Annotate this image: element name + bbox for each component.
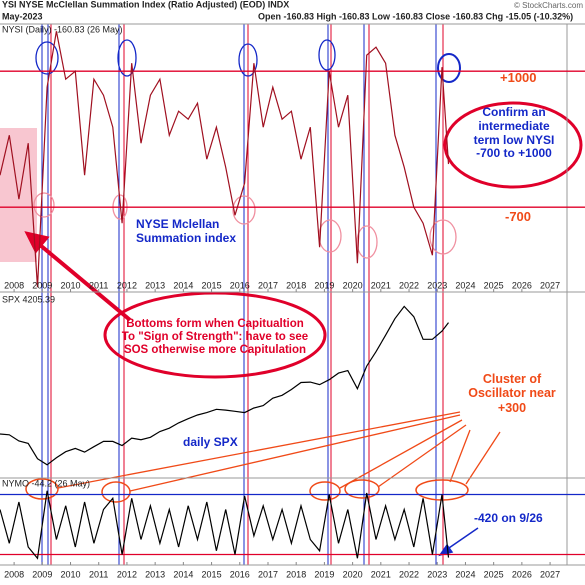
panel-label: SPX 4205.39 <box>2 294 55 304</box>
series-line <box>0 305 449 466</box>
x-tick-label: 2027 <box>540 569 560 579</box>
x-tick-label: 2009 <box>32 569 52 579</box>
annotation: -420 on 9/26 <box>474 511 543 525</box>
annotation: +1000 <box>500 70 537 85</box>
x-tick-label: 2008 <box>4 280 24 290</box>
x-tick-label: 2017 <box>258 280 278 290</box>
x-tick-label: 2010 <box>61 280 81 290</box>
annotation: -700 <box>505 209 532 224</box>
annotation: Confirm an intermediate term low NYSI -7… <box>473 105 555 161</box>
x-tick-label: 2018 <box>286 280 306 290</box>
header-title: YSI NYSE McClellan Summation Index (Rati… <box>2 0 289 9</box>
x-tick-label: 2020 <box>343 569 363 579</box>
x-tick-label: 2026 <box>512 569 532 579</box>
x-tick-label: 2013 <box>145 569 165 579</box>
annotation: Bottoms form when Capitualtion To "Sign … <box>121 318 309 357</box>
x-tick-label: 2013 <box>145 280 165 290</box>
panel-label: NYSI (Daily) -160.83 (26 May) <box>2 24 123 34</box>
x-tick-label: 2022 <box>399 569 419 579</box>
x-tick-label: 2011 <box>89 280 108 290</box>
annotation: NYSE Mclellan Summation index <box>136 217 237 245</box>
header-date: May-2023 <box>2 11 43 21</box>
x-tick-label: 2017 <box>258 569 278 579</box>
x-tick-label: 2019 <box>314 569 334 579</box>
panel-frames <box>0 23 585 566</box>
x-tick-label: 2012 <box>117 569 137 579</box>
x-tick-label: 2027 <box>540 280 560 290</box>
x-tick-label: 2014 <box>173 280 193 290</box>
series-line <box>0 31 450 288</box>
x-tick-label: 2015 <box>202 569 222 579</box>
panel-label: NYMO -44.2 (26 May) <box>2 478 90 488</box>
x-tick-label: 2019 <box>314 280 334 290</box>
header-quote: Open -160.83 High -160.83 Low -160.83 Cl… <box>258 11 573 21</box>
annotation: daily SPX <box>183 435 238 449</box>
x-tick-label: 2012 <box>117 280 137 290</box>
arrow <box>24 231 132 322</box>
x-tick-label: 2023 <box>427 280 447 290</box>
x-tick-label: 2014 <box>173 569 193 579</box>
x-tick-label: 2016 <box>230 569 250 579</box>
x-tick-label: 2021 <box>371 280 391 290</box>
x-tick-label: 2010 <box>61 569 81 579</box>
x-tick-label: 2024 <box>455 569 475 579</box>
annotation: Cluster of Oscillator near +300 <box>468 372 556 415</box>
x-tick-label: 2025 <box>484 569 504 579</box>
x-tick-label: 2008 <box>4 569 24 579</box>
x-tick-label: 2009 <box>32 280 52 290</box>
x-tick-label: 2023 <box>427 569 447 579</box>
x-tick-label: 2016 <box>230 280 250 290</box>
x-tick-label: 2011 <box>89 569 108 579</box>
arrow <box>438 527 479 557</box>
x-tick-label: 2020 <box>343 280 363 290</box>
x-tick-label: 2018 <box>286 569 306 579</box>
x-tick-label: 2025 <box>484 280 504 290</box>
x-tick-label: 2021 <box>371 569 391 579</box>
source: © StockCharts.com <box>514 1 583 10</box>
x-tick-label: 2024 <box>455 280 475 290</box>
x-tick-label: 2022 <box>399 280 419 290</box>
x-tick-label: 2026 <box>512 280 532 290</box>
series-line <box>0 490 450 560</box>
x-tick-label: 2015 <box>202 280 222 290</box>
